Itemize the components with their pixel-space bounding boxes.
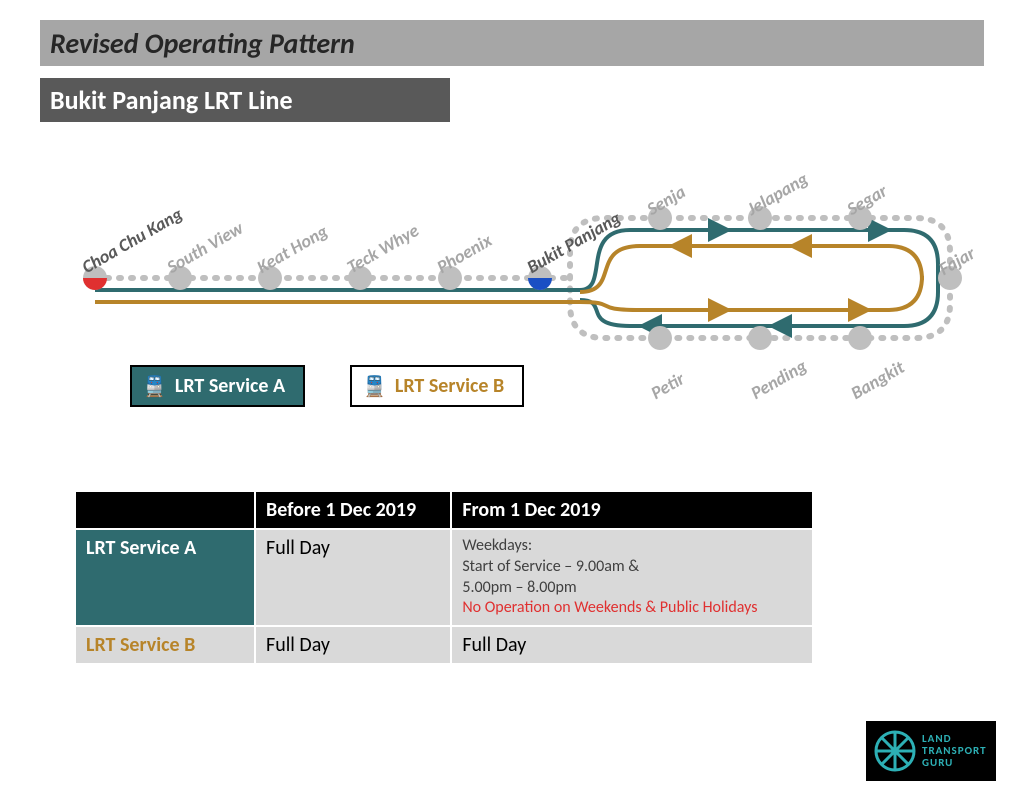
brand-logo: LANDTRANSPORTGURU (866, 721, 996, 781)
route-map-svg (40, 140, 984, 460)
train-icon: 🚆 (362, 374, 387, 399)
legend-b-label: LRT Service B (395, 374, 504, 398)
cell-b-from: Full Day (451, 626, 813, 664)
cell-a-before: Full Day (255, 529, 451, 626)
subtitle-bar: Bukit Panjang LRT Line (40, 78, 450, 122)
cell-a-from: Weekdays:Start of Service – 9.00am &5.00… (451, 529, 813, 626)
table-row: LRT Service B Full Day Full Day (75, 626, 813, 664)
legend-service-b: 🚆 LRT Service B (350, 365, 524, 407)
cell-b-before: Full Day (255, 626, 451, 664)
title-bar: Revised Operating Pattern (40, 20, 984, 66)
route-map: Choa Chu KangSouth ViewKeat HongTeck Why… (40, 140, 984, 460)
col-before: Before 1 Dec 2019 (255, 491, 451, 529)
row-service-b: LRT Service B (75, 626, 255, 664)
row-service-a: LRT Service A (75, 529, 255, 626)
col-blank (75, 491, 255, 529)
table-row: LRT Service A Full Day Weekdays:Start of… (75, 529, 813, 626)
page-subtitle: Bukit Panjang LRT Line (50, 84, 293, 116)
legend-service-a: 🚆 LRT Service A (130, 365, 305, 407)
logo-text: LANDTRANSPORTGURU (922, 733, 987, 769)
col-from: From 1 Dec 2019 (451, 491, 813, 529)
page-title: Revised Operating Pattern (50, 26, 355, 61)
legend-a-label: LRT Service A (175, 374, 285, 398)
schedule-table: Before 1 Dec 2019 From 1 Dec 2019 LRT Se… (74, 490, 814, 665)
train-icon: 🚆 (142, 374, 167, 399)
logo-icon (874, 730, 916, 772)
